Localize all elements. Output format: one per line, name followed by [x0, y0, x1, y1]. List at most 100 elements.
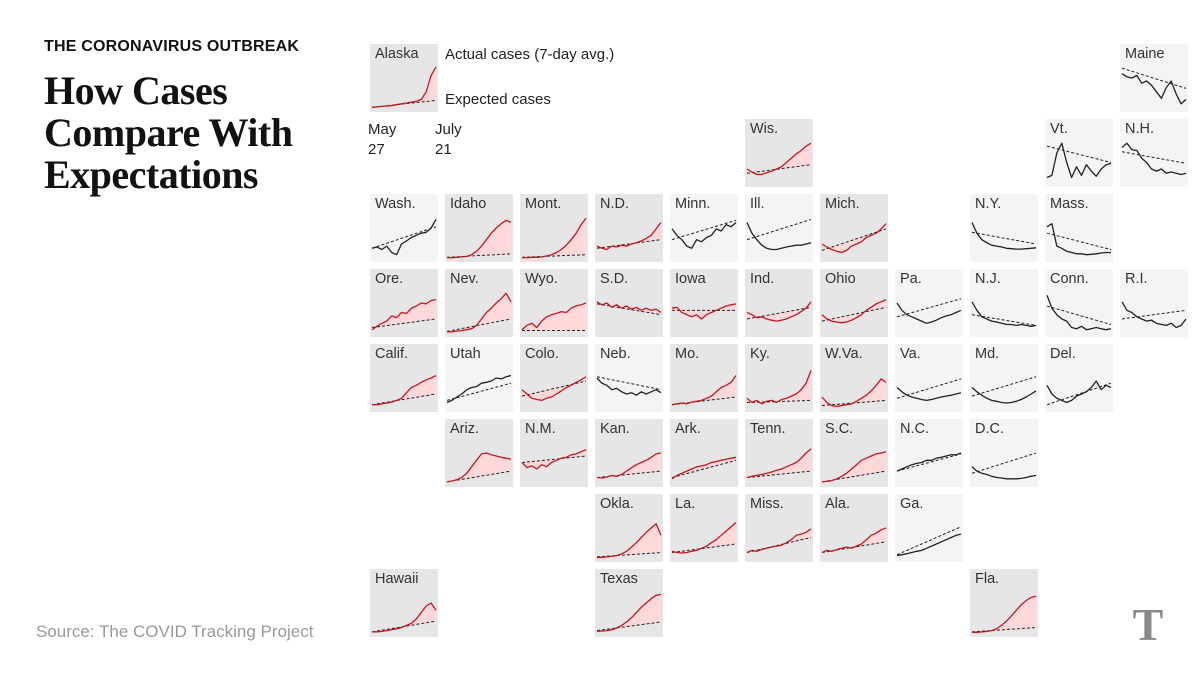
- tile-label-kan: Kan.: [600, 421, 630, 437]
- headline-line-2: Compare With: [44, 110, 293, 155]
- expected-line-colo: [521, 380, 587, 397]
- tile-label-n-y: N.Y.: [975, 196, 1002, 212]
- actual-line-mich: [821, 223, 887, 254]
- tile-n-j: N.J.: [970, 269, 1038, 337]
- actual-line-ky: [746, 370, 812, 405]
- tile-label-utah: Utah: [450, 346, 481, 362]
- expected-line-n-c: [896, 453, 962, 472]
- tile-label-ind: Ind.: [750, 271, 775, 287]
- tile-kan: Kan.: [595, 419, 663, 487]
- sparkline-wyo: [521, 302, 587, 332]
- tile-fla: Fla.: [970, 569, 1038, 637]
- sparkline-del: [1046, 380, 1112, 406]
- expected-line-wash: [371, 226, 437, 249]
- sparkline-s-d: [596, 301, 662, 316]
- sparkline-idaho: [446, 219, 512, 259]
- tile-w-va: W.Va.: [820, 344, 888, 412]
- sparkline-neb: [596, 376, 662, 396]
- excess-area-iowa: [672, 303, 736, 319]
- tile-label-mont: Mont.: [525, 196, 562, 212]
- expected-line-neb: [596, 376, 662, 391]
- sparkline-nev: [446, 292, 512, 333]
- actual-line-ala: [821, 527, 887, 554]
- sparkline-n-y: [971, 222, 1037, 250]
- sparkline-kan: [596, 452, 662, 479]
- sparkline-minn: [671, 219, 737, 249]
- expected-line-n-d: [596, 239, 662, 249]
- tile-label-n-c: N.C.: [900, 421, 929, 437]
- actual-line-alaska: [371, 66, 437, 108]
- tile-nev: Nev.: [445, 269, 513, 337]
- sparkline-vt: [1046, 142, 1112, 179]
- sparkline-okla: [596, 523, 662, 559]
- excess-area-ohio: [822, 299, 886, 323]
- sparkline-r-i: [1121, 301, 1187, 329]
- excess-area-ky: [747, 370, 811, 404]
- actual-line-mo: [671, 375, 737, 406]
- tile-alaska: Alaska: [370, 44, 438, 112]
- sparkline-mich: [821, 223, 887, 254]
- sparkline-n-m: [521, 449, 587, 470]
- actual-line-n-y: [971, 222, 1037, 250]
- actual-line-d-c: [971, 466, 1037, 480]
- actual-line-iowa: [671, 303, 737, 320]
- tile-ariz: Ariz.: [445, 419, 513, 487]
- actual-line-ill: [746, 222, 812, 251]
- tile-ky: Ky.: [745, 344, 813, 412]
- tile-label-ill: Ill.: [750, 196, 765, 212]
- tile-label-ariz: Ariz.: [450, 421, 479, 437]
- actual-line-fla: [972, 595, 1037, 633]
- sparkline-la: [671, 522, 737, 554]
- excess-area-texas: [597, 594, 661, 632]
- tile-label-pa: Pa.: [900, 271, 922, 287]
- tile-label-colo: Colo.: [525, 346, 559, 362]
- tile-label-n-m: N.M.: [525, 421, 556, 437]
- tile-s-c: S.C.: [820, 419, 888, 487]
- tile-label-n-d: N.D.: [600, 196, 629, 212]
- sparkline-s-c: [821, 451, 887, 483]
- actual-line-w-va: [821, 378, 887, 408]
- tile-label-la: La.: [675, 496, 696, 512]
- tile-wash: Wash.: [370, 194, 438, 262]
- actual-line-colo: [521, 376, 587, 402]
- actual-line-n-j: [971, 301, 1037, 327]
- sparkline-ore: [371, 298, 437, 331]
- tile-hawaii: Hawaii: [370, 569, 438, 637]
- excess-area-kan: [597, 453, 661, 478]
- headline: How Cases Compare With Expectations: [44, 70, 344, 196]
- tile-la: La.: [670, 494, 738, 562]
- excess-area-fla: [972, 596, 1036, 633]
- tile-label-ark: Ark.: [675, 421, 701, 437]
- expected-line-okla: [596, 552, 662, 558]
- sparkline-ky: [746, 370, 812, 405]
- sparkline-n-c: [896, 452, 962, 472]
- actual-line-idaho: [447, 219, 512, 259]
- tile-label-mich: Mich.: [825, 196, 860, 212]
- sparkline-iowa: [671, 303, 737, 320]
- tile-wyo: Wyo.: [520, 269, 588, 337]
- actual-line-utah: [446, 374, 512, 404]
- tile-label-mass: Mass.: [1050, 196, 1089, 212]
- actual-line-maine: [1121, 73, 1187, 105]
- tile-tenn: Tenn.: [745, 419, 813, 487]
- tile-n-y: N.Y.: [970, 194, 1038, 262]
- tile-label-wyo: Wyo.: [525, 271, 558, 287]
- expected-line-mass: [1046, 232, 1112, 251]
- expected-line-fla: [971, 627, 1037, 633]
- actual-line-n-c: [896, 452, 962, 472]
- sparkline-conn: [1046, 295, 1112, 331]
- tile-utah: Utah: [445, 344, 513, 412]
- tile-n-h: N.H.: [1120, 119, 1188, 187]
- actual-line-s-c: [821, 451, 887, 483]
- sparkline-alaska: [371, 66, 437, 108]
- actual-line-n-h: [1121, 142, 1187, 176]
- expected-line-la: [671, 543, 737, 554]
- tile-label-calif: Calif.: [375, 346, 409, 362]
- tile-label-n-h: N.H.: [1125, 121, 1154, 137]
- excess-area-s-c: [822, 451, 886, 482]
- actual-line-md: [971, 387, 1037, 404]
- expected-line-conn: [1046, 305, 1112, 326]
- sparkline-n-h: [1121, 142, 1187, 176]
- sparkline-colo: [521, 376, 587, 402]
- excess-area-idaho: [447, 220, 511, 258]
